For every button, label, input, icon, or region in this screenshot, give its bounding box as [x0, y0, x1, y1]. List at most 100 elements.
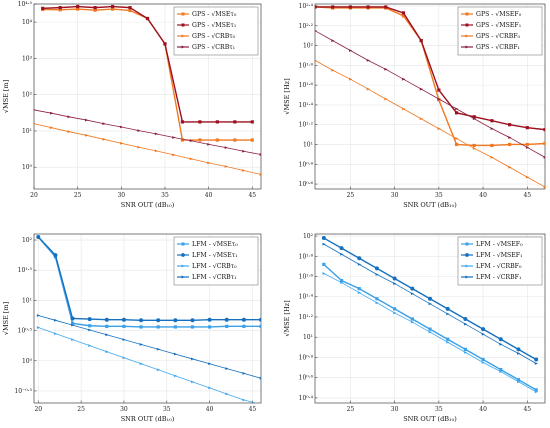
series-line-1	[37, 236, 261, 328]
data-point	[543, 141, 545, 146]
data-point	[154, 132, 159, 136]
data-point	[393, 311, 397, 315]
data-point	[401, 11, 406, 15]
data-point	[259, 376, 261, 380]
data-point	[463, 317, 468, 322]
x-tick-label: 35	[435, 192, 443, 199]
data-point	[401, 14, 406, 18]
data-point	[259, 153, 261, 156]
data-point	[472, 143, 476, 148]
data-point	[472, 117, 477, 121]
data-point	[189, 139, 194, 143]
data-point	[50, 126, 54, 130]
series-line-3	[315, 60, 545, 188]
data-point	[137, 145, 141, 149]
data-point	[516, 378, 521, 382]
data-point	[102, 137, 106, 141]
y-tick-label: 10⁰	[22, 358, 33, 365]
data-point	[156, 318, 161, 323]
data-point	[384, 97, 388, 101]
data-point	[191, 357, 195, 361]
data-point	[172, 136, 176, 139]
data-point	[428, 302, 432, 306]
data-point	[145, 16, 150, 21]
series-line-2	[315, 6, 545, 131]
data-point	[490, 143, 494, 148]
data-point	[250, 120, 254, 124]
data-point	[508, 123, 512, 127]
data-point	[156, 368, 161, 372]
data-point	[463, 322, 468, 326]
data-point	[87, 317, 92, 322]
data-point	[490, 155, 494, 159]
data-point	[499, 342, 503, 346]
data-point	[34, 122, 36, 125]
y-tick-label: 10²·⁴	[299, 3, 314, 10]
data-point	[233, 138, 237, 142]
y-tick-label: 10²	[303, 43, 314, 50]
data-point	[465, 275, 469, 279]
data-point	[242, 169, 246, 172]
data-point	[384, 5, 388, 9]
data-point	[419, 117, 424, 121]
data-point	[419, 39, 423, 43]
data-point	[224, 146, 228, 150]
data-point	[543, 128, 545, 132]
legend-entry: LFM - √MSEτ₁	[192, 252, 238, 259]
data-point	[242, 372, 246, 375]
x-tick-label: 25	[347, 192, 355, 199]
data-point	[465, 12, 469, 16]
data-point	[331, 39, 335, 43]
x-tick-label: 35	[163, 406, 171, 413]
data-point	[180, 120, 185, 124]
data-point	[122, 338, 126, 342]
data-point	[375, 297, 379, 301]
y-axis-label: √MSE [Hz]	[283, 78, 291, 114]
legend-entry: LFM - √CRBF₁	[476, 274, 521, 281]
data-point	[259, 173, 261, 176]
data-point	[465, 23, 469, 27]
data-point	[139, 362, 143, 366]
data-point	[173, 374, 178, 378]
chart-panel-3: 20 25 30 35 40 45 10⁻⁰·⁵ 10⁰ 10⁰·⁵ 10¹ 10¹·⁵ 10² SNR…	[2, 233, 262, 423]
legend-entry: LFM - √MSEτ₀	[192, 241, 238, 248]
data-point	[339, 278, 344, 283]
data-point	[181, 253, 185, 257]
data-point	[139, 318, 144, 323]
data-point	[173, 325, 177, 329]
data-point	[36, 235, 41, 240]
data-point	[321, 236, 326, 241]
data-point	[534, 357, 539, 362]
data-point	[54, 318, 58, 322]
data-point	[315, 59, 317, 62]
data-point	[516, 347, 521, 352]
data-point	[410, 320, 415, 324]
data-point	[437, 98, 441, 102]
legend-entry: LFM - √CRBF₀	[476, 263, 522, 270]
data-point	[357, 291, 362, 295]
data-point	[208, 325, 212, 329]
data-point	[463, 351, 468, 354]
data-point	[366, 87, 370, 91]
data-point	[156, 347, 161, 351]
data-point	[93, 6, 97, 10]
data-point	[190, 318, 195, 323]
data-point	[366, 58, 370, 62]
y-tick-label: 10²	[22, 237, 33, 244]
y-axis-label: √MSE [m]	[2, 302, 10, 335]
y-tick-label: 10⁰·⁶	[299, 181, 314, 188]
data-point	[225, 392, 229, 396]
data-point	[172, 153, 176, 157]
legend-entry: LFM - √CRBτ₀	[192, 263, 237, 270]
data-point	[215, 120, 219, 124]
data-point	[242, 398, 246, 402]
data-point	[225, 324, 229, 328]
data-point	[225, 367, 229, 370]
data-point	[481, 357, 485, 362]
x-axis-label: SNR OUT (dB₁₀)	[121, 415, 175, 423]
data-point	[58, 8, 62, 12]
x-tick-label: 30	[391, 192, 399, 199]
data-point	[105, 333, 109, 337]
series-line-4	[315, 30, 545, 158]
